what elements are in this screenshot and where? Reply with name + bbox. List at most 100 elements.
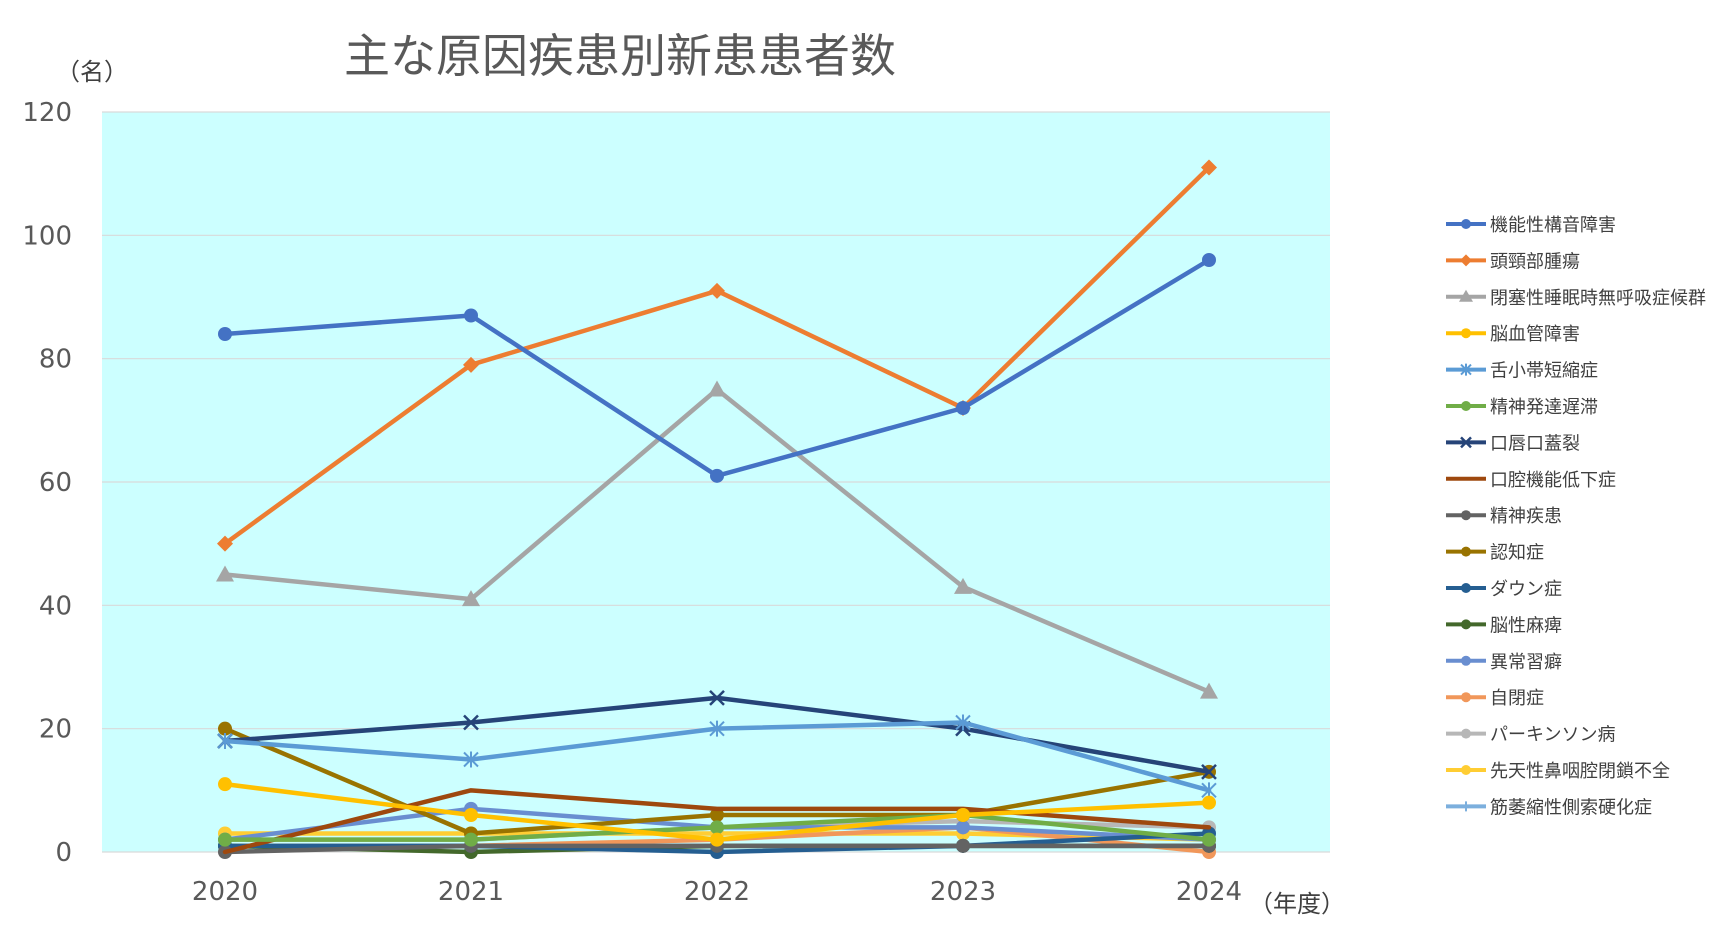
legend-marker: [1461, 801, 1471, 812]
data-point: [218, 832, 232, 847]
legend-label: パーキンソン病: [1490, 725, 1615, 746]
legend-item: 機能性構音障害: [1446, 215, 1616, 236]
data-point: [955, 714, 971, 731]
legend-marker: [1459, 289, 1473, 302]
series-1: [218, 253, 1216, 483]
data-point: [463, 714, 479, 731]
data-point: [463, 356, 479, 373]
legend-item: パーキンソン病: [1446, 725, 1615, 746]
data-point: [956, 820, 970, 835]
legend-item: 頭頸部腫瘍: [1446, 251, 1580, 272]
y-tick-label: 0: [55, 838, 72, 868]
legend-marker: [1461, 401, 1471, 411]
legend-label: 頭頸部腫瘍: [1490, 251, 1580, 272]
data-point: [464, 808, 478, 822]
data-point: [1201, 763, 1217, 780]
legend-label: 脳血管障害: [1490, 324, 1580, 345]
data-point: [710, 820, 724, 835]
legend-label: 異常習癖: [1490, 652, 1562, 673]
legend-marker: [1460, 436, 1472, 449]
legend-label: 機能性構音障害: [1490, 215, 1616, 236]
legend-label: 筋萎縮性側索硬化症: [1490, 797, 1652, 818]
legend-label: 脳性麻痺: [1490, 615, 1562, 636]
data-point: [462, 590, 480, 607]
data-point: [956, 808, 970, 822]
legend-item: 筋萎縮性側索硬化症: [1446, 797, 1652, 818]
data-point: [217, 535, 233, 552]
legend-marker: [1460, 363, 1472, 376]
x-tick-label: 2020: [192, 877, 258, 907]
legend-item: 閉塞性睡眠時無呼吸症候群: [1446, 288, 1706, 309]
legend-marker: [1461, 328, 1471, 339]
data-point: [954, 577, 972, 594]
y-axis-label: （名）: [56, 58, 128, 86]
legend-item: 先天性鼻咽腔閉鎖不全: [1446, 761, 1670, 782]
legend-label: 自閉症: [1490, 688, 1544, 709]
legend-marker: [1461, 510, 1471, 521]
legend-item: ダウン症: [1446, 579, 1562, 600]
data-point: [217, 733, 233, 749]
x-axis-label: （年度）: [1249, 890, 1345, 918]
data-point: [1200, 682, 1218, 699]
legend-label: 精神疾患: [1490, 506, 1562, 527]
data-point: [710, 832, 724, 847]
data-point: [708, 380, 726, 397]
chart-title: 主な原因疾患別新患患者数: [344, 29, 896, 83]
legend-label: 閉塞性睡眠時無呼吸症候群: [1490, 288, 1706, 309]
y-tick-label: 40: [39, 591, 72, 621]
data-point: [1202, 832, 1216, 847]
legend-label: 認知症: [1490, 543, 1544, 564]
legend-item: 異常習癖: [1446, 652, 1562, 673]
legend-label: 舌小帯短縮症: [1490, 361, 1598, 382]
legend-label: 先天性鼻咽腔閉鎖不全: [1490, 761, 1670, 782]
data-point: [216, 565, 234, 582]
legend-item: 脳血管障害: [1446, 324, 1580, 345]
y-tick-labels: 0 20 40 60 80 100 120: [22, 98, 72, 868]
data-point: [956, 838, 970, 853]
y-tick-label: 120: [22, 98, 72, 128]
x-tick-label: 2021: [438, 877, 504, 907]
legend-item: 脳性麻痺: [1446, 615, 1562, 636]
x-tick-label: 2024: [1176, 877, 1242, 907]
data-point: [709, 689, 725, 706]
legend-label: ダウン症: [1490, 579, 1562, 600]
legend-item: 口唇口蓋裂: [1446, 433, 1580, 454]
legend: 機能性構音障害頭頸部腫瘍閉塞性睡眠時無呼吸症候群脳血管障害舌小帯短縮症精神発達遅…: [1446, 215, 1706, 818]
data-point: [709, 720, 725, 737]
data-point: [464, 832, 478, 847]
legend-marker: [1461, 692, 1471, 703]
legend-item: 舌小帯短縮症: [1446, 361, 1598, 382]
series-8: [222, 788, 1212, 855]
y-tick-label: 60: [39, 468, 72, 498]
data-point: [1201, 782, 1217, 799]
legend-marker: [1461, 546, 1471, 557]
legend-marker: [1461, 583, 1471, 593]
x-tick-label: 2023: [930, 877, 996, 907]
data-point: [1201, 159, 1217, 176]
data-point: [710, 468, 724, 483]
legend-item: 認知症: [1446, 543, 1544, 564]
legend-label: 精神発達遅滞: [1490, 397, 1598, 418]
data-point: [956, 401, 970, 415]
legend-marker: [1460, 254, 1472, 267]
legend-marker: [1461, 655, 1471, 666]
legend-marker: [1461, 219, 1471, 229]
legend-label: 口腔機能低下症: [1490, 470, 1616, 491]
data-point: [710, 808, 724, 822]
data-point: [1202, 795, 1216, 810]
y-tick-label: 80: [39, 345, 72, 375]
legend-item: 精神疾患: [1446, 506, 1562, 527]
y-tick-label: 20: [39, 715, 72, 745]
data-point: [1202, 253, 1216, 267]
series-line: [222, 788, 1212, 855]
series-layer: [216, 159, 1218, 859]
series-5: [217, 714, 1217, 799]
series-6: [218, 808, 1216, 847]
legend-marker: [1461, 619, 1471, 630]
data-point: [218, 777, 232, 792]
legend-item: 精神発達遅滞: [1446, 397, 1598, 418]
data-point: [218, 721, 232, 736]
legend-marker: [1461, 765, 1471, 775]
legend-item: 口腔機能低下症: [1446, 470, 1616, 491]
